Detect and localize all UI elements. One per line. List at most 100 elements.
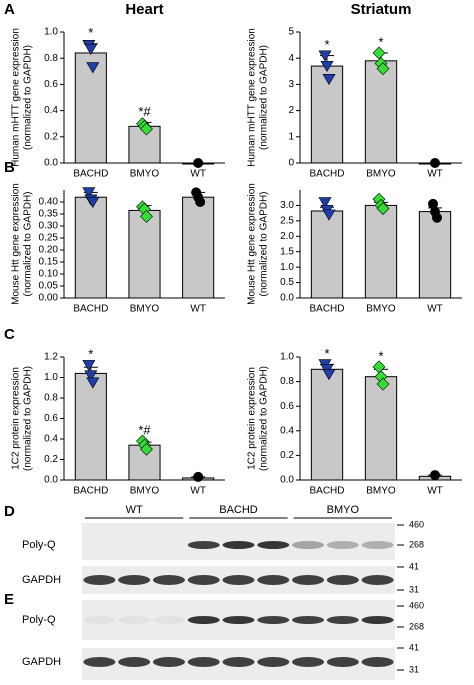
point — [84, 370, 98, 382]
point — [195, 197, 206, 207]
y-axis-label: Mouse Htt gene expression — [11, 183, 22, 305]
band — [361, 541, 394, 549]
x-tick-label: WT — [427, 169, 443, 180]
panel-label: E — [4, 591, 14, 608]
band — [326, 657, 359, 667]
group-label: WT — [126, 504, 143, 516]
band — [257, 541, 290, 549]
y-axis-label: (normalized to GAPDH) — [23, 366, 34, 471]
annotation: *# — [138, 422, 151, 437]
y-tick-label: 0.35 — [39, 209, 59, 220]
band — [292, 657, 325, 667]
bar — [364, 60, 398, 164]
row-label: GAPDH — [22, 574, 61, 586]
point — [140, 209, 153, 223]
y-axis-label: 1C2 protein expression — [247, 367, 258, 470]
chart-title: Striatum — [351, 1, 412, 18]
y-tick-label: 0.0 — [280, 293, 294, 304]
annotation: * — [88, 25, 93, 40]
point — [428, 198, 438, 209]
marker-label: 268 — [409, 539, 424, 549]
y-tick-label: 0.20 — [39, 245, 59, 256]
row-label: Poly-Q — [22, 539, 56, 551]
band — [187, 575, 220, 585]
group-label: BACHD — [219, 504, 258, 516]
y-tick-label: 0.8 — [280, 376, 294, 387]
row-label: GAPDH — [22, 656, 61, 668]
y-tick-label: 0.2 — [280, 450, 294, 461]
y-tick-label: 0.0 — [280, 475, 294, 486]
x-tick-label: BACHD — [73, 169, 108, 180]
y-tick-label: 0.2 — [44, 131, 58, 142]
bar — [128, 209, 161, 299]
y-tick-label: 0.6 — [280, 401, 294, 412]
y-axis-label: (normalized to GAPDH) — [23, 45, 34, 150]
point — [82, 360, 96, 372]
point — [140, 442, 153, 456]
band — [326, 575, 359, 585]
x-tick-label: BMYO — [366, 486, 396, 497]
y-tick-label: 0.8 — [44, 53, 58, 64]
row-label: Poly-Q — [22, 614, 56, 626]
x-tick-label: WT — [427, 304, 443, 315]
y-tick-label: 0.4 — [280, 425, 294, 436]
band — [152, 616, 185, 624]
point — [82, 187, 96, 199]
x-tick-label: WT — [427, 486, 443, 497]
y-axis-label: (normalized to GAPDH) — [259, 191, 270, 296]
band — [361, 575, 394, 585]
band — [222, 657, 255, 667]
x-tick-label: BACHD — [309, 486, 344, 497]
y-tick-label: 0.00 — [39, 293, 59, 304]
point — [318, 50, 332, 62]
x-tick-label: BACHD — [309, 304, 344, 315]
bar — [364, 376, 398, 481]
y-tick-label: 1 — [288, 131, 294, 142]
y-tick-label: 0.40 — [39, 197, 59, 208]
band — [257, 657, 290, 667]
group-label: BMYO — [327, 504, 360, 516]
point — [322, 369, 336, 381]
bar — [74, 196, 107, 299]
y-tick-label: 3.0 — [280, 200, 294, 211]
point — [376, 202, 390, 215]
y-tick-label: 0 — [288, 158, 294, 169]
annotation: * — [324, 37, 329, 52]
annotation: * — [324, 346, 329, 361]
point — [86, 62, 100, 74]
y-axis-label: (normalized to GAPDH) — [259, 366, 270, 471]
y-tick-label: 4 — [288, 53, 294, 64]
y-axis-label: Human mHTT gene expression — [11, 28, 22, 167]
y-axis-label: 1C2 protein expression — [11, 367, 22, 470]
marker-label: 460 — [409, 600, 424, 610]
y-tick-label: 0.0 — [44, 475, 58, 486]
point — [86, 196, 100, 208]
annotation: *# — [138, 104, 151, 119]
y-tick-label: 1.5 — [280, 246, 294, 257]
marker-label: 31 — [409, 584, 419, 594]
band — [292, 541, 325, 549]
point — [318, 197, 332, 209]
point — [140, 122, 153, 136]
band — [118, 575, 151, 585]
y-axis-label: (normalized to GAPDH) — [259, 45, 270, 150]
panel-label: D — [4, 503, 15, 520]
point — [322, 209, 336, 221]
point — [84, 43, 98, 56]
y-tick-label: 5 — [288, 27, 294, 38]
y-tick-label: 0.0 — [44, 158, 58, 169]
y-tick-label: 0.05 — [39, 281, 59, 292]
band — [222, 575, 255, 585]
bar — [310, 65, 344, 164]
marker-label: 31 — [409, 664, 419, 674]
x-tick-label: BACHD — [309, 169, 344, 180]
x-tick-label: BMYO — [130, 169, 160, 180]
x-tick-label: BMYO — [366, 304, 396, 315]
band — [118, 616, 151, 624]
marker-label: 268 — [409, 621, 424, 631]
y-tick-label: 0.6 — [44, 413, 58, 424]
x-tick-label: WT — [190, 304, 206, 315]
point — [376, 377, 390, 391]
y-tick-label: 0.8 — [44, 393, 58, 404]
bar — [74, 372, 107, 481]
